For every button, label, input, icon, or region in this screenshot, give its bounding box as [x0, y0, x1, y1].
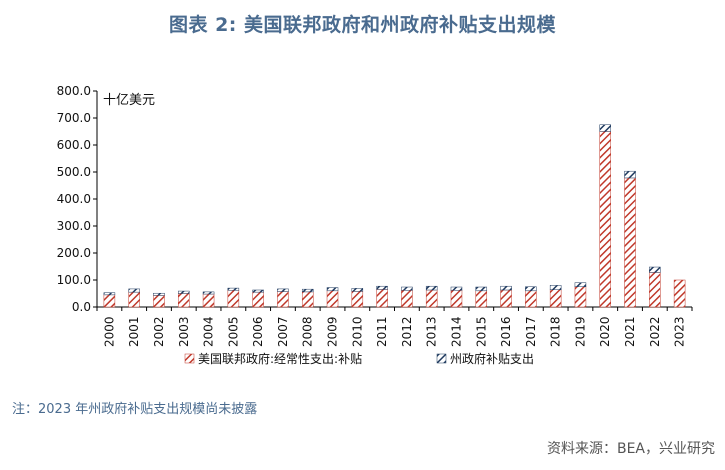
bar-federal-subsidy — [425, 289, 438, 308]
bar-state-subsidy — [500, 285, 512, 291]
bar-federal-subsidy — [673, 279, 686, 308]
bar-state-subsidy — [351, 288, 364, 292]
bar-federal-subsidy — [178, 293, 190, 308]
x-tick-label: 2013 — [425, 316, 439, 347]
bar-state-subsidy — [301, 288, 314, 293]
x-tick-label: 2017 — [524, 316, 538, 347]
bar-state-subsidy — [277, 288, 289, 292]
bar-state-subsidy — [178, 290, 190, 294]
bar-federal-subsidy — [153, 295, 165, 308]
bar-state-subsidy — [202, 291, 215, 295]
x-tick-label: 2009 — [326, 316, 340, 347]
y-tick-label: 600.0 — [57, 138, 91, 152]
bar-federal-subsidy — [277, 291, 289, 308]
y-tick-label: 0.0 — [72, 300, 91, 314]
y-tick-label: 400.0 — [57, 192, 91, 206]
y-tick-label: 700.0 — [57, 111, 91, 125]
x-tick-label: 2002 — [152, 316, 166, 347]
bar-state-subsidy — [227, 287, 240, 291]
bar-federal-subsidy — [103, 294, 116, 308]
bar-federal-subsidy — [649, 272, 661, 308]
x-tick-label: 2006 — [251, 316, 265, 347]
bar-state-subsidy — [401, 286, 413, 291]
footnote: 注：2023 年州政府补贴支出规模尚未披露 — [12, 402, 258, 417]
x-tick-label: 2005 — [226, 316, 240, 347]
bar-state-subsidy — [326, 287, 339, 292]
y-tick-label: 200.0 — [57, 246, 91, 260]
bar-state-subsidy — [475, 286, 488, 292]
x-tick-label: 2004 — [202, 316, 216, 347]
axes: 0.0 100.0 200.0 300.0 400.0 500.0 600.0 700.0 80… — [57, 84, 693, 314]
source-note: 资料来源：BEA，兴业研究 — [546, 441, 715, 457]
bar-federal-subsidy — [202, 293, 215, 308]
x-tick-label: 2000 — [102, 316, 116, 347]
bar-federal-subsidy — [574, 286, 587, 308]
unit-label: 十亿美元 — [103, 93, 155, 108]
bar-federal-subsidy — [376, 289, 388, 308]
bar-state-subsidy — [599, 124, 611, 132]
y-tick-label: 100.0 — [57, 273, 91, 287]
bar-federal-subsidy — [475, 290, 488, 308]
bar-federal-subsidy — [450, 290, 463, 308]
bar-federal-subsidy — [301, 291, 314, 308]
x-tick-label: 2016 — [499, 316, 513, 347]
x-tick-label: 2008 — [301, 316, 315, 347]
bar-federal-subsidy — [326, 290, 339, 308]
x-tick-label: 2022 — [648, 316, 662, 347]
bar-state-subsidy — [252, 289, 264, 293]
y-tick-label: 500.0 — [57, 165, 91, 179]
x-tick-label: 2018 — [549, 316, 563, 347]
bars: 2000 2001 2002 2003 2004 2005 2006 2007 2008 2009… — [102, 124, 687, 347]
bar-federal-subsidy — [624, 177, 636, 308]
bar-state-subsidy — [549, 285, 562, 290]
legend: 美国联邦政府:经常性支出:补贴 州政府补贴支出 — [184, 351, 534, 366]
bar-state-subsidy — [624, 170, 636, 179]
x-tick-label: 2021 — [623, 316, 637, 347]
bar-state-subsidy — [525, 286, 537, 292]
x-tick-label: 2019 — [573, 316, 587, 347]
bar-state-subsidy — [153, 292, 165, 296]
bar-state-subsidy — [450, 286, 463, 291]
legend-label-federal: 美国联邦政府:经常性支出:补贴 — [198, 351, 362, 366]
bar-federal-subsidy — [500, 289, 512, 308]
bar-state-subsidy — [649, 266, 661, 273]
x-tick-label: 2023 — [673, 316, 687, 347]
x-tick-label: 2012 — [400, 316, 414, 347]
bar-state-subsidy — [574, 282, 587, 288]
bar-federal-subsidy — [599, 131, 611, 308]
x-tick-label: 2010 — [350, 316, 364, 347]
x-tick-label: 2020 — [598, 316, 612, 347]
x-tick-label: 2001 — [127, 316, 141, 347]
bar-state-subsidy — [425, 285, 438, 291]
x-tick-label: 2003 — [177, 316, 191, 347]
legend-label-state: 州政府补贴支出 — [450, 351, 534, 366]
bar-federal-subsidy — [525, 290, 537, 308]
x-tick-label: 2007 — [276, 316, 290, 347]
x-tick-label: 2011 — [375, 316, 389, 347]
bar-federal-subsidy — [549, 289, 562, 308]
legend-swatch-federal — [184, 353, 195, 364]
x-tick-label: 2015 — [474, 316, 488, 347]
y-tick-label: 300.0 — [57, 219, 91, 233]
x-tick-label: 2014 — [449, 316, 463, 347]
bar-federal-subsidy — [351, 291, 364, 308]
bar-state-subsidy — [103, 292, 116, 296]
bar-federal-subsidy — [128, 291, 140, 308]
chart-title: 图表 2: 美国联邦政府和州政府补贴支出规模 — [168, 14, 557, 36]
bar-federal-subsidy — [401, 290, 413, 308]
bar-state-subsidy — [128, 288, 140, 293]
bar-state-subsidy — [376, 285, 388, 290]
bar-federal-subsidy — [252, 291, 264, 308]
y-tick-label: 800.0 — [57, 84, 91, 98]
legend-swatch-state — [436, 353, 447, 364]
bar-federal-subsidy — [227, 290, 240, 308]
